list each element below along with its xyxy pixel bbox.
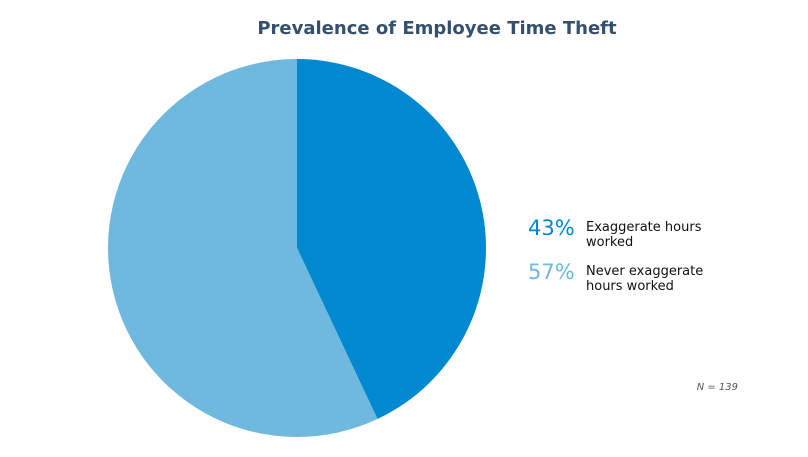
pie-slice-exaggerate xyxy=(297,59,486,420)
legend-label-never-exaggerate: Never exaggerate hours worked xyxy=(586,264,704,294)
chart-title: Prevalence of Employee Time Theft xyxy=(257,18,617,39)
chart-legend: 43% Exaggerate hours worked 57% Never ex… xyxy=(528,216,788,304)
pie-slices xyxy=(107,59,486,437)
pie-slice-never-exaggerate xyxy=(107,59,378,437)
sample-size-note: N = 139 xyxy=(696,382,738,393)
legend-item-never-exaggerate: 57% Never exaggerate hours worked xyxy=(528,260,788,294)
legend-item-exaggerate: 43% Exaggerate hours worked xyxy=(528,216,788,250)
legend-label-exaggerate: Exaggerate hours worked xyxy=(586,220,702,250)
legend-pct-exaggerate: 43% xyxy=(528,216,575,240)
legend-pct-never-exaggerate: 57% xyxy=(528,260,575,284)
